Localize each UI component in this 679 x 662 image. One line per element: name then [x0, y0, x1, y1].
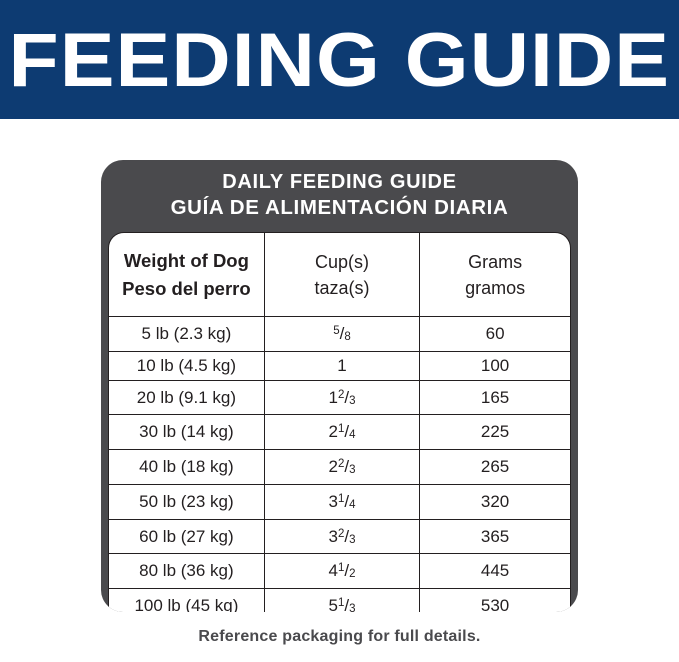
- cell-weight: 5 lb (2.3 kg): [109, 316, 265, 352]
- cell-weight: 80 lb (36 kg): [109, 553, 265, 590]
- cell-cups: 21/4: [264, 414, 421, 451]
- table-row: 40 lb (18 kg) 22/3 265: [109, 449, 570, 485]
- cell-weight: 20 lb (9.1 kg): [109, 380, 265, 416]
- cell-weight: 30 lb (14 kg): [109, 414, 265, 451]
- cups-whole: 2: [328, 422, 338, 442]
- page-title: FEEDING GUIDE: [8, 17, 671, 103]
- table-row: 30 lb (14 kg) 21/4 225: [109, 414, 570, 451]
- cups-fraction: 1/3: [337, 595, 356, 612]
- column-header-weight: Weight of Dog Peso del perro: [109, 233, 265, 317]
- table-row: 5 lb (2.3 kg) 5/8 60: [109, 316, 570, 352]
- cups-whole: 4: [328, 561, 338, 581]
- card-header-title-en: DAILY FEEDING GUIDE: [222, 171, 457, 193]
- cell-grams: 100: [419, 351, 570, 381]
- cell-cups: 32/3: [264, 519, 421, 555]
- feeding-guide-banner: FEEDING GUIDE: [0, 0, 679, 119]
- column-header-cups-es: taza(s): [314, 277, 370, 298]
- feeding-table-body: 5 lb (2.3 kg) 5/8 60 10 lb (4.5 kg) 1 100 20 l…: [109, 316, 570, 612]
- cell-cups: 31/4: [264, 484, 421, 520]
- column-header-grams: Grams gramos: [419, 233, 570, 317]
- column-header-grams-en: Grams: [468, 251, 523, 272]
- table-row: 100 lb (45 kg) 51/3 530: [109, 588, 570, 612]
- cell-cups: 51/3: [264, 588, 421, 612]
- table-row: 50 lb (23 kg) 31/4 320: [109, 484, 570, 520]
- card-header: DAILY FEEDING GUIDE GUÍA DE ALIMENTACIÓN…: [101, 160, 578, 230]
- column-header-grams-es: gramos: [465, 277, 526, 298]
- cell-cups: 1: [264, 351, 421, 381]
- cell-grams: 225: [419, 414, 570, 451]
- cups-whole: 3: [328, 491, 338, 511]
- cups-fraction: 1/4: [337, 422, 356, 442]
- cups-fraction: 1/2: [337, 561, 356, 581]
- cups-whole: 2: [328, 457, 338, 477]
- cups-fraction: 2/3: [337, 387, 356, 407]
- cell-grams: 320: [419, 484, 570, 520]
- cell-weight: 60 lb (27 kg): [109, 519, 265, 555]
- cell-weight: 100 lb (45 kg): [109, 588, 265, 612]
- feeding-table-container: Weight of Dog Peso del perro Cup(s) taza…: [108, 232, 571, 612]
- cups-fraction: 5/8: [333, 323, 351, 343]
- daily-feeding-guide-card: DAILY FEEDING GUIDE GUÍA DE ALIMENTACIÓN…: [101, 160, 578, 612]
- cell-cups: 41/2: [264, 553, 421, 590]
- table-row: 10 lb (4.5 kg) 1 100: [109, 351, 570, 381]
- cell-grams: 265: [419, 449, 570, 485]
- cell-weight: 40 lb (18 kg): [109, 449, 265, 485]
- feeding-table-head: Weight of Dog Peso del perro Cup(s) taza…: [109, 233, 570, 317]
- card-header-title-es: GUÍA DE ALIMENTACIÓN DIARIA: [170, 196, 509, 219]
- feeding-table: Weight of Dog Peso del perro Cup(s) taza…: [109, 233, 570, 612]
- column-header-weight-es: Peso del perro: [122, 277, 251, 299]
- cell-weight: 50 lb (23 kg): [109, 484, 265, 520]
- table-header-row: Weight of Dog Peso del perro Cup(s) taza…: [109, 233, 570, 317]
- column-header-cups-en: Cup(s): [314, 251, 369, 272]
- cups-fraction: 1/4: [337, 491, 356, 511]
- cell-weight: 10 lb (4.5 kg): [109, 351, 265, 381]
- cell-cups: 5/8: [264, 316, 421, 352]
- cell-cups: 12/3: [264, 380, 421, 416]
- cell-grams: 365: [419, 519, 570, 555]
- cups-whole: 1: [337, 355, 347, 375]
- column-header-cups: Cup(s) taza(s): [264, 233, 421, 317]
- cell-grams: 60: [419, 316, 570, 352]
- table-row: 80 lb (36 kg) 41/2 445: [109, 553, 570, 590]
- table-row: 20 lb (9.1 kg) 12/3 165: [109, 380, 570, 416]
- cups-whole: 3: [328, 526, 338, 546]
- cups-fraction: 2/3: [337, 526, 356, 546]
- cups-whole: 1: [328, 387, 338, 407]
- cell-grams: 445: [419, 553, 570, 590]
- cups-whole: 5: [328, 595, 338, 612]
- cups-fraction: 2/3: [337, 457, 356, 477]
- cell-grams: 530: [419, 588, 570, 612]
- cell-grams: 165: [419, 380, 570, 416]
- table-row: 60 lb (27 kg) 32/3 365: [109, 519, 570, 555]
- footer-note: Reference packaging for full details.: [198, 628, 481, 645]
- column-header-weight-en: Weight of Dog: [123, 249, 249, 271]
- cell-cups: 22/3: [264, 449, 421, 485]
